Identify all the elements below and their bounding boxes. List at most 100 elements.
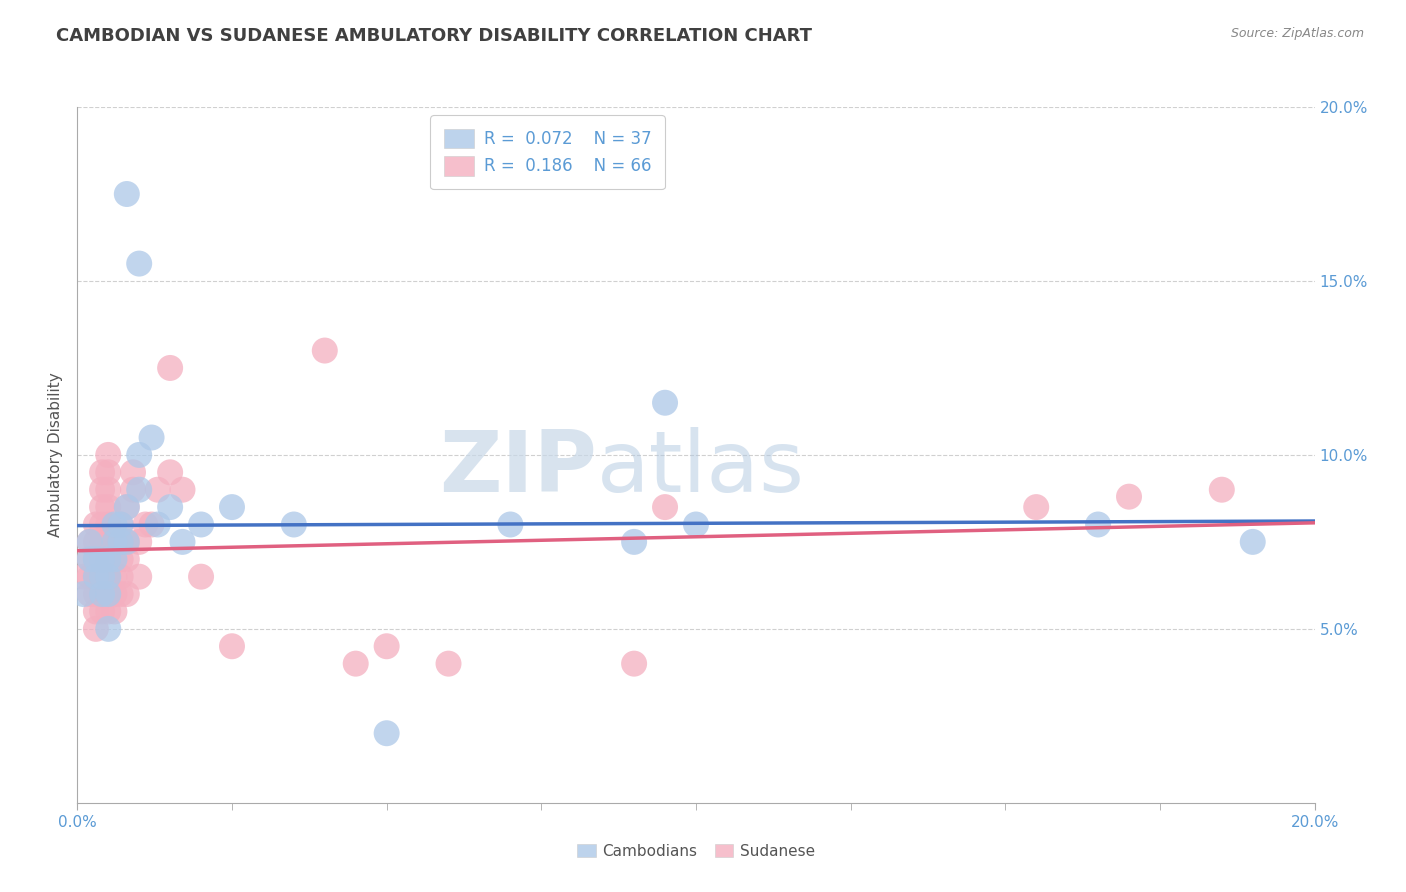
Point xyxy=(437,657,460,671)
Point xyxy=(84,534,107,549)
Point xyxy=(221,639,243,653)
Point xyxy=(221,500,243,514)
Point xyxy=(141,431,163,445)
Point xyxy=(110,517,132,532)
Point xyxy=(159,466,181,480)
Point xyxy=(115,500,138,514)
Point xyxy=(91,552,114,566)
Point xyxy=(79,570,101,584)
Point xyxy=(91,570,114,584)
Point xyxy=(97,534,120,549)
Point xyxy=(79,552,101,566)
Text: ZIP: ZIP xyxy=(439,427,598,510)
Point xyxy=(115,187,138,202)
Point xyxy=(91,587,114,601)
Point xyxy=(122,466,145,480)
Point xyxy=(84,587,107,601)
Point xyxy=(128,483,150,497)
Point xyxy=(91,552,114,566)
Point xyxy=(103,587,125,601)
Point xyxy=(159,500,181,514)
Point xyxy=(97,466,120,480)
Point xyxy=(79,534,101,549)
Point xyxy=(122,483,145,497)
Point xyxy=(97,570,120,584)
Point xyxy=(72,587,94,601)
Point xyxy=(110,570,132,584)
Point xyxy=(115,500,138,514)
Point xyxy=(110,587,132,601)
Point xyxy=(283,517,305,532)
Point xyxy=(172,483,194,497)
Point xyxy=(97,552,120,566)
Point xyxy=(499,517,522,532)
Y-axis label: Ambulatory Disability: Ambulatory Disability xyxy=(48,373,63,537)
Point xyxy=(110,552,132,566)
Point xyxy=(375,639,398,653)
Point xyxy=(1241,534,1264,549)
Text: atlas: atlas xyxy=(598,427,806,510)
Point xyxy=(110,534,132,549)
Point xyxy=(141,517,163,532)
Point xyxy=(654,396,676,410)
Point xyxy=(685,517,707,532)
Point xyxy=(654,500,676,514)
Point xyxy=(375,726,398,740)
Point xyxy=(97,500,120,514)
Point xyxy=(91,587,114,601)
Point xyxy=(1087,517,1109,532)
Point xyxy=(91,466,114,480)
Point xyxy=(84,517,107,532)
Point xyxy=(97,587,120,601)
Point xyxy=(103,534,125,549)
Point xyxy=(623,534,645,549)
Point xyxy=(128,570,150,584)
Point xyxy=(115,552,138,566)
Point xyxy=(103,517,125,532)
Point xyxy=(91,534,114,549)
Point xyxy=(623,657,645,671)
Point xyxy=(97,622,120,636)
Point xyxy=(190,517,212,532)
Point xyxy=(128,448,150,462)
Point xyxy=(97,517,120,532)
Point xyxy=(91,517,114,532)
Point xyxy=(91,587,114,601)
Point xyxy=(103,534,125,549)
Point xyxy=(344,657,367,671)
Point xyxy=(146,483,169,497)
Point xyxy=(134,517,156,532)
Point xyxy=(115,534,138,549)
Point xyxy=(128,534,150,549)
Point xyxy=(72,570,94,584)
Point xyxy=(84,570,107,584)
Point xyxy=(115,587,138,601)
Point xyxy=(115,534,138,549)
Text: Source: ZipAtlas.com: Source: ZipAtlas.com xyxy=(1230,27,1364,40)
Point xyxy=(146,517,169,532)
Point xyxy=(79,587,101,601)
Point xyxy=(97,552,120,566)
Point xyxy=(97,483,120,497)
Point xyxy=(79,534,101,549)
Point xyxy=(84,552,107,566)
Point xyxy=(159,360,181,375)
Text: CAMBODIAN VS SUDANESE AMBULATORY DISABILITY CORRELATION CHART: CAMBODIAN VS SUDANESE AMBULATORY DISABIL… xyxy=(56,27,813,45)
Legend: Cambodians, Sudanese: Cambodians, Sudanese xyxy=(571,838,821,864)
Point xyxy=(110,517,132,532)
Point xyxy=(79,552,101,566)
Point xyxy=(103,605,125,619)
Point xyxy=(97,587,120,601)
Point xyxy=(91,605,114,619)
Point xyxy=(1025,500,1047,514)
Point xyxy=(91,500,114,514)
Point xyxy=(128,256,150,270)
Point xyxy=(110,534,132,549)
Point xyxy=(84,552,107,566)
Point xyxy=(84,622,107,636)
Point xyxy=(190,570,212,584)
Point xyxy=(103,552,125,566)
Point xyxy=(1118,490,1140,504)
Point xyxy=(97,605,120,619)
Point xyxy=(84,605,107,619)
